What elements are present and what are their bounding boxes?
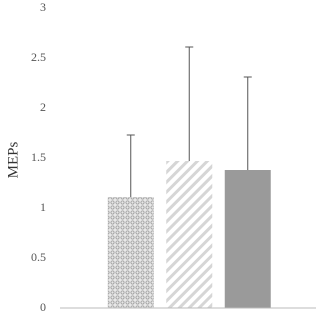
y-tick-label: 0 (40, 300, 46, 314)
bar (166, 161, 213, 308)
bar (107, 197, 154, 308)
y-tick-label: 1 (40, 200, 46, 214)
y-tick-label: 2 (40, 100, 46, 114)
y-tick-label: 2.5 (31, 50, 46, 64)
bar (224, 170, 271, 308)
y-axis-label: MEPs (5, 142, 21, 179)
y-tick-label: 0.5 (31, 250, 46, 264)
y-tick-label: 3 (40, 0, 46, 14)
y-tick-label: 1.5 (31, 150, 46, 164)
